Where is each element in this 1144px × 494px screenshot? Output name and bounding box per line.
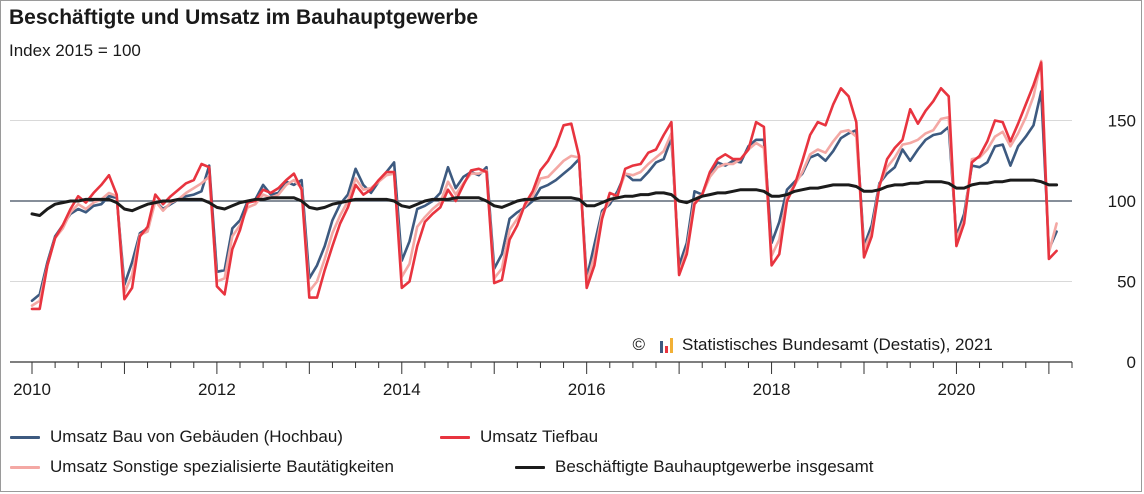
series-line-0 [30, 90, 1058, 303]
grid-lines [10, 120, 1072, 282]
y-tick-label: 50 [1117, 273, 1136, 292]
legend-label-beschaeftigte: Beschäftigte Bauhauptgewerbe insgesamt [555, 457, 874, 476]
series-line-1 [30, 61, 1058, 311]
legend-label-sonstige: Umsatz Sonstige spezialisierte Bautätigk… [50, 457, 394, 476]
legend-item-tiefbau: Umsatz Tiefbau [440, 427, 598, 447]
legend-swatch-sonstige [10, 465, 40, 469]
x-tick-label: 2014 [383, 380, 421, 399]
series-line-3 [30, 178, 1059, 217]
legend-item-sonstige: Umsatz Sonstige spezialisierte Bautätigk… [10, 457, 394, 477]
x-tick-label: 2016 [568, 380, 606, 399]
legend-swatch-hochbau [10, 435, 40, 439]
legend-label-tiefbau: Umsatz Tiefbau [480, 427, 599, 446]
legend-label-hochbau: Umsatz Bau von Gebäuden (Hochbau) [50, 427, 343, 446]
series-lines [30, 59, 1059, 311]
legend-swatch-tiefbau [440, 435, 470, 439]
legend-swatch-beschaeftigte [515, 465, 545, 469]
y-tick-label: 0 [1127, 353, 1136, 372]
source-text: Statistisches Bundesamt (Destatis), 2021 [682, 335, 993, 354]
series-line-2 [30, 59, 1058, 307]
copyright-symbol: © [632, 335, 645, 354]
x-tick-label: 2018 [753, 380, 791, 399]
legend-item-hochbau: Umsatz Bau von Gebäuden (Hochbau) [10, 427, 343, 447]
x-tick-label: 2012 [198, 380, 236, 399]
y-tick-label: 150 [1108, 112, 1136, 131]
axes: 0 50 100 150 2010 2012 2014 2016 2018 2020 [10, 112, 1136, 399]
source-note: © Statistisches Bundesamt (Destatis), 20… [632, 335, 992, 354]
legend: Umsatz Bau von Gebäuden (Hochbau) Umsatz… [10, 427, 1130, 487]
x-tick-label: 2010 [13, 380, 51, 399]
destatis-logo-icon [660, 338, 673, 353]
chart-subtitle: Index 2015 = 100 [9, 41, 141, 60]
y-tick-label: 100 [1108, 192, 1136, 211]
x-tick-label: 2020 [938, 380, 976, 399]
chart-title: Beschäftigte und Umsatz im Bauhauptgewer… [9, 6, 479, 29]
legend-item-beschaeftigte: Beschäftigte Bauhauptgewerbe insgesamt [515, 457, 873, 477]
